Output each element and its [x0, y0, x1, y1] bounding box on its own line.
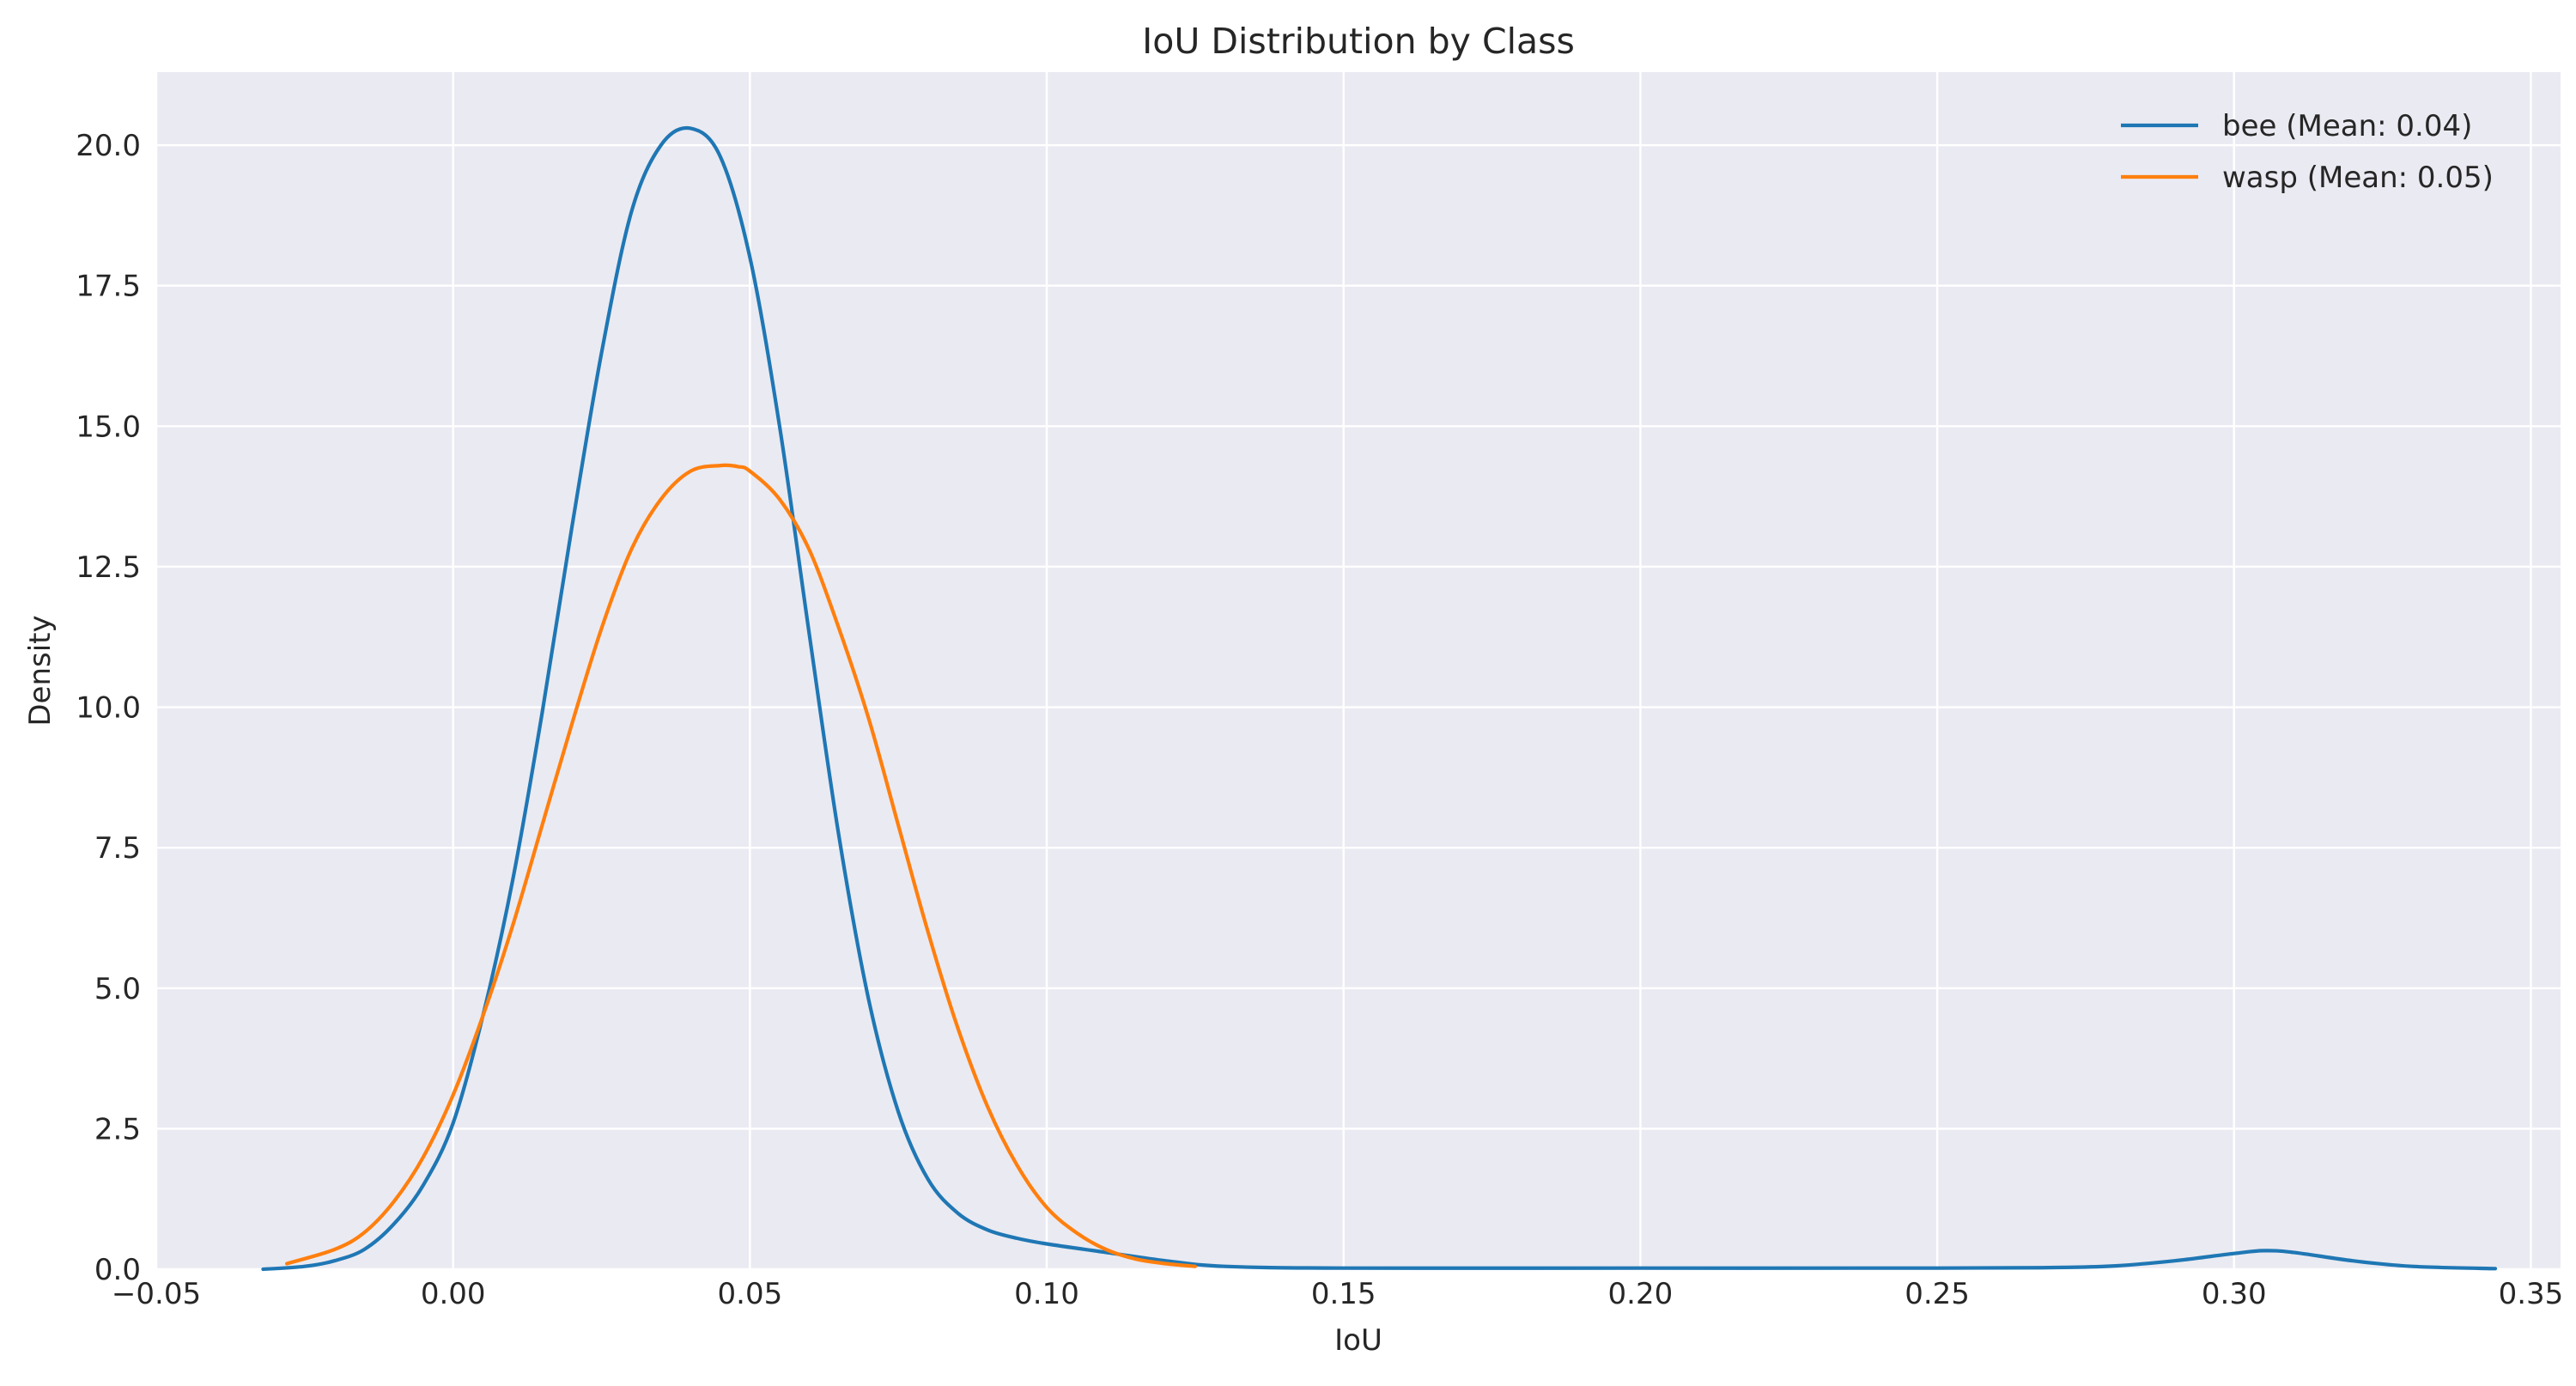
- legend: bee (Mean: 0.04) wasp (Mean: 0.05): [2121, 109, 2494, 195]
- chart-title: IoU Distribution by Class: [1142, 21, 1575, 62]
- x-tick-label: 0.30: [2202, 1277, 2267, 1311]
- y-axis-label: Density: [23, 615, 58, 726]
- x-tick-label: −0.05: [112, 1277, 201, 1311]
- legend-label: bee (Mean: 0.04): [2222, 109, 2472, 143]
- x-tick-label: 0.10: [1014, 1277, 1079, 1311]
- y-axis-ticks: 0.0 2.5 5.0 7.5 10.0 12.5 15.0 17.5 20.0: [76, 129, 141, 1287]
- y-tick-label: 10.0: [76, 691, 141, 726]
- series-line: [285, 463, 1197, 1268]
- plot-area: [156, 72, 2561, 1269]
- x-tick-label: 0.35: [2499, 1277, 2564, 1311]
- x-tick-label: 0.20: [1608, 1277, 1674, 1311]
- x-tick-label: 0.00: [421, 1277, 486, 1311]
- y-tick-label: 20.0: [76, 129, 141, 163]
- y-tick-label: 2.5: [94, 1112, 141, 1146]
- x-tick-label: 0.15: [1311, 1277, 1376, 1311]
- x-tick-label: 0.05: [718, 1277, 783, 1311]
- y-tick-label: 15.0: [76, 410, 141, 444]
- y-tick-label: 17.5: [76, 270, 141, 304]
- legend-label: wasp (Mean: 0.05): [2222, 161, 2494, 195]
- y-tick-label: 0.0: [94, 1253, 141, 1287]
- series-lines: [261, 125, 2498, 1272]
- series-line: [261, 125, 2498, 1272]
- y-tick-label: 12.5: [76, 550, 141, 585]
- y-tick-label: 7.5: [94, 831, 141, 866]
- y-tick-label: 5.0: [94, 972, 141, 1006]
- x-axis-ticks: −0.05 0.00 0.05 0.10 0.15 0.20 0.25 0.30 0.35: [112, 1277, 2563, 1311]
- x-axis-label: IoU: [1334, 1323, 1382, 1358]
- x-tick-label: 0.25: [1905, 1277, 1970, 1311]
